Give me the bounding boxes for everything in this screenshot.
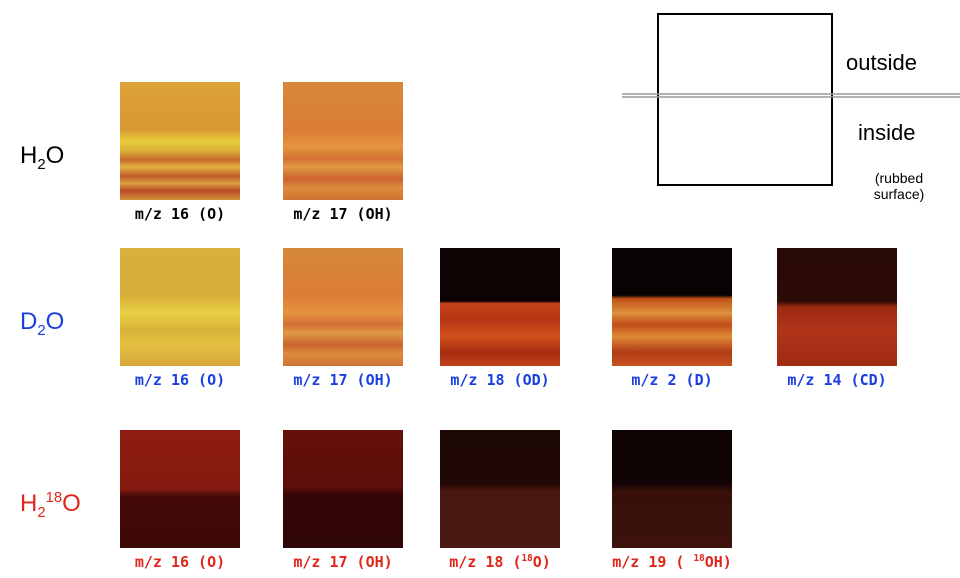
label-part: O <box>45 142 65 169</box>
sims-image <box>440 248 560 366</box>
row-label: D2O <box>20 308 64 339</box>
sims-image <box>283 248 403 366</box>
sims-image <box>612 430 732 548</box>
sims-image <box>120 430 240 548</box>
row-label: H2O <box>20 142 64 173</box>
label-part: 2 <box>37 156 46 173</box>
label-part: 18 <box>45 490 63 506</box>
caption: m/z 18 (OD) <box>415 371 585 389</box>
label-part: O <box>62 490 81 517</box>
sims-image <box>283 430 403 548</box>
caption-part: 18 <box>521 553 533 564</box>
caption-part: m/z 2 (D) <box>631 371 713 389</box>
sims-image <box>440 430 560 548</box>
sims-image <box>777 248 897 366</box>
caption: m/z 19 ( 18OH) <box>587 553 757 571</box>
row-label: H218O <box>20 490 81 521</box>
caption-part: m/z 16 (O) <box>134 205 226 223</box>
sims-image <box>120 248 240 366</box>
caption-part: m/z 16 (O) <box>134 371 226 389</box>
caption-part: OH) <box>704 553 732 571</box>
caption-part: m/z 17 (OH) <box>293 205 393 223</box>
caption: m/z 17 (OH) <box>258 553 428 571</box>
note-line: surface) <box>873 186 925 202</box>
caption: m/z 17 (OH) <box>258 371 428 389</box>
caption: m/z 18 (18O) <box>415 553 585 571</box>
sims-image <box>612 248 732 366</box>
label-part: H <box>20 142 38 169</box>
caption: m/z 16 (O) <box>95 371 265 389</box>
caption: m/z 2 (D) <box>587 371 757 389</box>
caption-part: m/z 18 (OD) <box>450 371 550 389</box>
sims-image <box>283 82 403 200</box>
caption-part: O) <box>532 553 551 571</box>
sims-image <box>120 82 240 200</box>
label-part: H <box>20 490 38 517</box>
caption: m/z 16 (O) <box>95 553 265 571</box>
outside-label: outside <box>846 50 917 75</box>
caption-part: m/z 19 ( <box>612 553 694 571</box>
note: (rubbed surface) <box>852 170 946 202</box>
label-part: O <box>45 308 65 335</box>
inside-label: inside <box>858 120 916 145</box>
caption-part: m/z 17 (OH) <box>293 553 393 571</box>
caption-part: m/z 14 (CD) <box>787 371 887 389</box>
sample-box <box>657 13 833 186</box>
caption-part: m/z 17 (OH) <box>293 371 393 389</box>
note-line: (rubbed <box>874 170 924 186</box>
label-part: 2 <box>37 504 46 521</box>
caption: m/z 14 (CD) <box>752 371 922 389</box>
caption: m/z 17 (OH) <box>258 205 428 223</box>
caption: m/z 16 (O) <box>95 205 265 223</box>
caption-part: m/z 18 ( <box>449 553 522 571</box>
caption-part: 18 <box>693 553 705 564</box>
label-part: D <box>20 308 38 335</box>
label-part: 2 <box>37 322 46 339</box>
caption-part: m/z 16 (O) <box>134 553 226 571</box>
